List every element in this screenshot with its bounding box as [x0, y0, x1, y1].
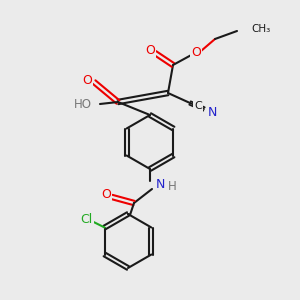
Text: O: O [82, 74, 92, 86]
Text: H: H [168, 179, 177, 193]
Text: O: O [101, 188, 111, 202]
Text: HO: HO [74, 98, 92, 110]
Text: O: O [145, 44, 155, 58]
Text: C: C [194, 101, 202, 111]
Text: Cl: Cl [80, 213, 93, 226]
Text: O: O [191, 46, 201, 59]
Text: CH₃: CH₃ [251, 24, 270, 34]
Text: N: N [207, 106, 217, 118]
Text: N: N [156, 178, 165, 191]
